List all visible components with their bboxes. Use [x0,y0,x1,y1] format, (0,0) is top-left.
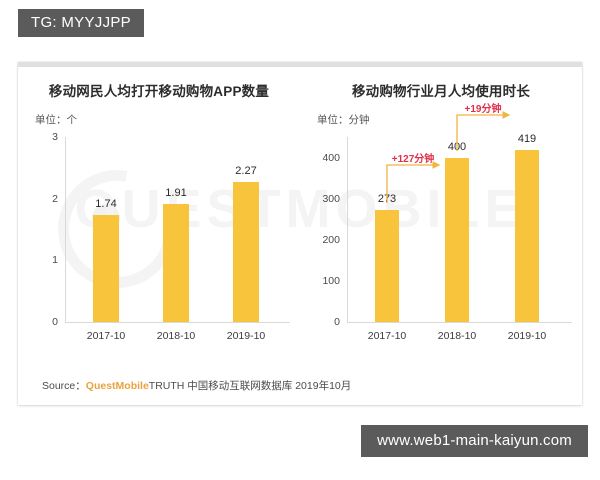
chart-card: QUESTMOBILE 移动网民人均打开移动购物APP数量 单位：个 3 2 1… [18,62,582,405]
chart-unit-right: 单位：分钟 [317,114,370,126]
site-watermark: www.web1-main-kaiyun.com [361,425,588,457]
y-tick-label: 3 [52,131,58,143]
x-tick-label: 2018-10 [437,330,477,342]
y-tick-label: 2 [52,192,58,205]
bar-2019-10 [233,182,259,322]
x-tick-label: 2019-10 [507,330,547,342]
y-tick-label: 100 [322,274,340,287]
x-tick-label: 2018-10 [156,330,196,342]
tg-tag: TG: MYYJJPP [18,9,144,37]
x-tick-label: 2017-10 [367,330,407,342]
y-axis-left [65,137,66,322]
plot-area-right: 400 300 200 100 0 273 400 419 [300,104,582,364]
y-tick-label: 300 [322,192,340,205]
y-tick-label: 400 [322,151,340,164]
source-prefix: Source： [42,380,86,392]
bar-2018-10 [163,204,189,322]
source-rest: TRUTH 中国移动互联网数据库 2019年10月 [148,380,352,392]
annotation-label-1: +127分钟 [391,154,435,165]
bar-value-label: 1.91 [165,187,187,199]
annotation-arrows [386,111,511,203]
chart-unit-left: 单位：个 [35,114,77,126]
chart-title-left: 移动网民人均打开移动购物APP数量 [48,84,270,99]
source-note: Source：QuestMobileTRUTH 中国移动互联网数据库 2019年… [42,378,351,393]
chart-panel-usage-time: 移动购物行业月人均使用时长 单位：分钟 400 300 200 100 0 27… [300,74,582,374]
bar-2017-10 [93,214,119,322]
source-brand: QuestMobile [85,380,149,392]
y-tick-label: 0 [52,316,58,328]
x-axis-left [65,322,290,323]
y-tick-label: 1 [52,254,58,267]
chart-title-right: 移动购物行业月人均使用时长 [351,84,531,99]
bar-value-label: 2.27 [235,165,257,177]
bar-value-label: 400 [447,141,467,153]
bar-value-label: 419 [517,133,537,145]
bar-value-label: 273 [377,193,397,205]
card-top-strip [18,62,582,67]
bar-2018-10 [445,157,469,322]
y-tick-label: 0 [334,316,340,328]
bar-value-label: 1.74 [95,198,117,210]
x-axis-right [347,322,572,323]
x-tick-label: 2017-10 [86,330,126,342]
y-axis-right [347,137,348,322]
bar-2017-10 [375,209,399,322]
plot-area-left: 3 2 1 0 1.74 1.91 2.27 2017-10 2018-10 2… [18,129,300,364]
y-tick-label: 200 [322,233,340,246]
bar-2019-10 [515,149,539,322]
annotation-label-2: +19分钟 [464,104,502,115]
x-tick-label: 2019-10 [226,330,266,342]
chart-panel-app-count: 移动网民人均打开移动购物APP数量 单位：个 3 2 1 0 1.74 1.91… [18,74,300,374]
